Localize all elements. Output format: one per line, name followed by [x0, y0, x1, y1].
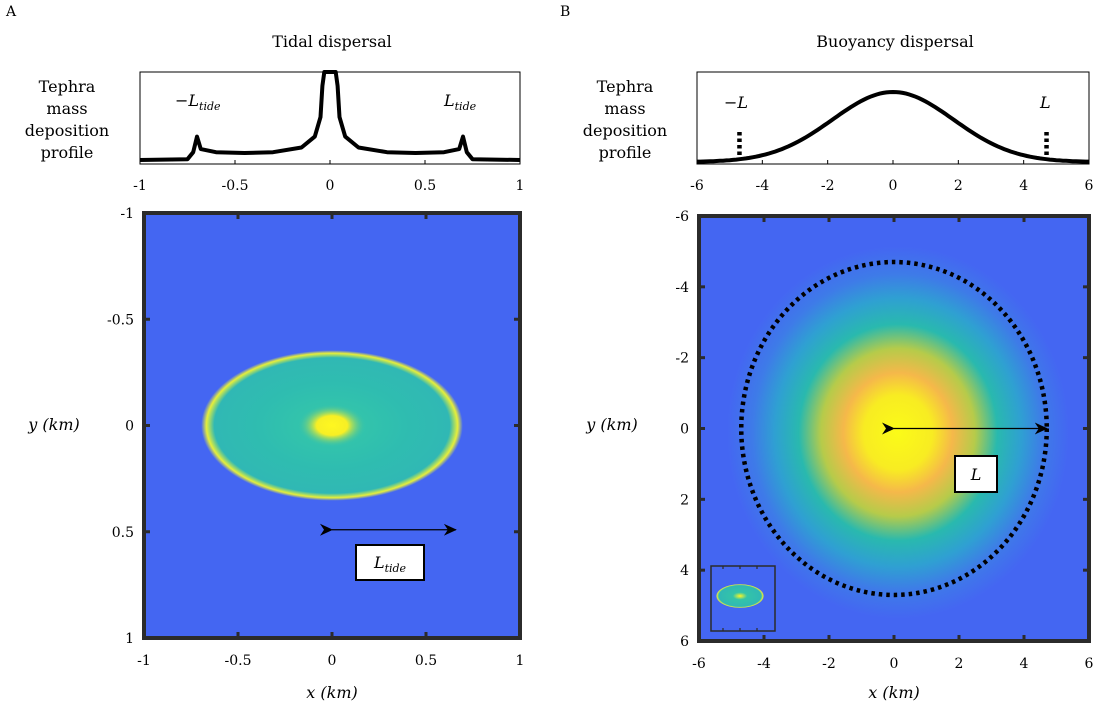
profile-b-x-tick-label: 4	[1019, 178, 1028, 194]
panel-letter-a: A	[5, 4, 17, 20]
profile-label-line: profile	[599, 143, 652, 162]
profile-a-x-tick-label: 1	[516, 178, 525, 194]
map-b-y-tick-label: -4	[675, 280, 689, 296]
map-b-y-tick-label: 6	[680, 634, 689, 650]
map-a-x-tick-label: -0.5	[225, 653, 252, 669]
map-b-ylabel: y (km)	[585, 415, 637, 434]
profile-b-x-tick-label: 2	[954, 178, 963, 194]
profile-b-frame	[696, 71, 1090, 165]
map-a-x-tick-label: -1	[137, 653, 151, 669]
profile-b-x-tick-label: -6	[690, 178, 704, 194]
profile-chart-buoyancy: -6 -4 -2 0 2 4 6 −L L	[690, 71, 1094, 194]
profile-b-series-line	[697, 89, 1089, 164]
map-a-x-tick-label: 0.5	[415, 653, 437, 669]
map-b-y-tick-label: 4	[680, 563, 689, 579]
profile-label-line: Tephra	[597, 77, 654, 96]
inset-tidal-map	[710, 565, 776, 632]
map-a-ylabel: y (km)	[27, 415, 79, 434]
profile-b-x-tick-label: 0	[889, 178, 898, 194]
tidal-deposit-core	[297, 403, 367, 448]
profile-label-b: Tephra mass deposition profile	[583, 77, 667, 162]
buoyancy-deposit-plume	[726, 246, 1070, 619]
map-b-x-tick-label: -4	[757, 656, 771, 672]
profile-a-x-tick-label: 0.5	[414, 178, 436, 194]
map-b-y-tick-label: 2	[680, 492, 689, 508]
profile-label-line: Tephra	[39, 77, 96, 96]
title-buoyancy: Buoyancy dispersal	[816, 32, 973, 51]
tidal-length-label: Ltide	[373, 553, 407, 575]
profile-b-x-tick-label: -2	[821, 178, 835, 194]
profile-label-line: profile	[41, 143, 94, 162]
title-tidal: Tidal dispersal	[272, 32, 392, 51]
profile-label-line: mass	[46, 99, 87, 118]
map-b-x-tick-label: 4	[1020, 656, 1029, 672]
map-b-xlabel: x (km)	[868, 683, 919, 702]
map-a-y-tick-label: 0	[125, 419, 134, 435]
map-b-x-tick-label: -6	[692, 656, 706, 672]
map-b-x-tick-label: 2	[955, 656, 964, 672]
profile-a-annotation-neg: −Ltide	[175, 91, 221, 113]
profile-b-annotation-neg: −L	[724, 93, 748, 112]
map-b-y-tick-label: 0	[680, 422, 689, 438]
profile-label-line: deposition	[25, 121, 109, 140]
map-a-y-tick-label: 0.5	[112, 525, 134, 541]
map-b-y-tick-label: -6	[675, 209, 689, 225]
buoyancy-length-label-box	[954, 455, 998, 493]
map-tidal: -1 -0.5 0 0.5 1-1-0.500.51 Ltide y (km) x (k…	[27, 206, 524, 702]
profile-a-x-tick-label: 0	[326, 178, 335, 194]
profile-chart-tidal: -1 -0.5 0 0.5 1 −Ltide Ltide	[133, 70, 525, 194]
profile-a-frame	[139, 71, 521, 165]
profile-b-x-tick-label: -4	[756, 178, 770, 194]
profile-b-annotation-pos: L	[1039, 93, 1051, 112]
map-a-y-tick-label: 1	[125, 631, 134, 647]
profile-a-x-tick-label: -0.5	[222, 178, 249, 194]
map-a-x-tick-label: 0	[328, 653, 337, 669]
map-b-x-tick-label: 6	[1085, 656, 1094, 672]
profile-label-line: deposition	[583, 121, 667, 140]
map-b-x-tick-label: -2	[822, 656, 836, 672]
tidal-length-label-box	[355, 544, 425, 581]
profile-a-x-tick-label: -1	[133, 178, 147, 194]
map-a-y-tick-label: -1	[120, 206, 134, 222]
buoyancy-length-label: L	[970, 465, 982, 484]
map-a-y-tick-label: -0.5	[107, 312, 134, 328]
profile-a-annotation-pos: Ltide	[443, 91, 477, 113]
profile-a-series-line	[139, 70, 521, 162]
panel-letter-b: B	[560, 4, 570, 20]
map-a-xlabel: x (km)	[306, 683, 357, 702]
map-a-x-tick-label: 1	[516, 653, 525, 669]
inset-ellipse	[716, 584, 764, 608]
profile-label-a: Tephra mass deposition profile	[25, 77, 109, 162]
map-b-x-tick-label: 0	[890, 656, 899, 672]
profile-b-x-tick-label: 6	[1085, 178, 1094, 194]
profile-label-line: mass	[604, 99, 645, 118]
map-b-y-tick-label: -2	[675, 351, 689, 367]
